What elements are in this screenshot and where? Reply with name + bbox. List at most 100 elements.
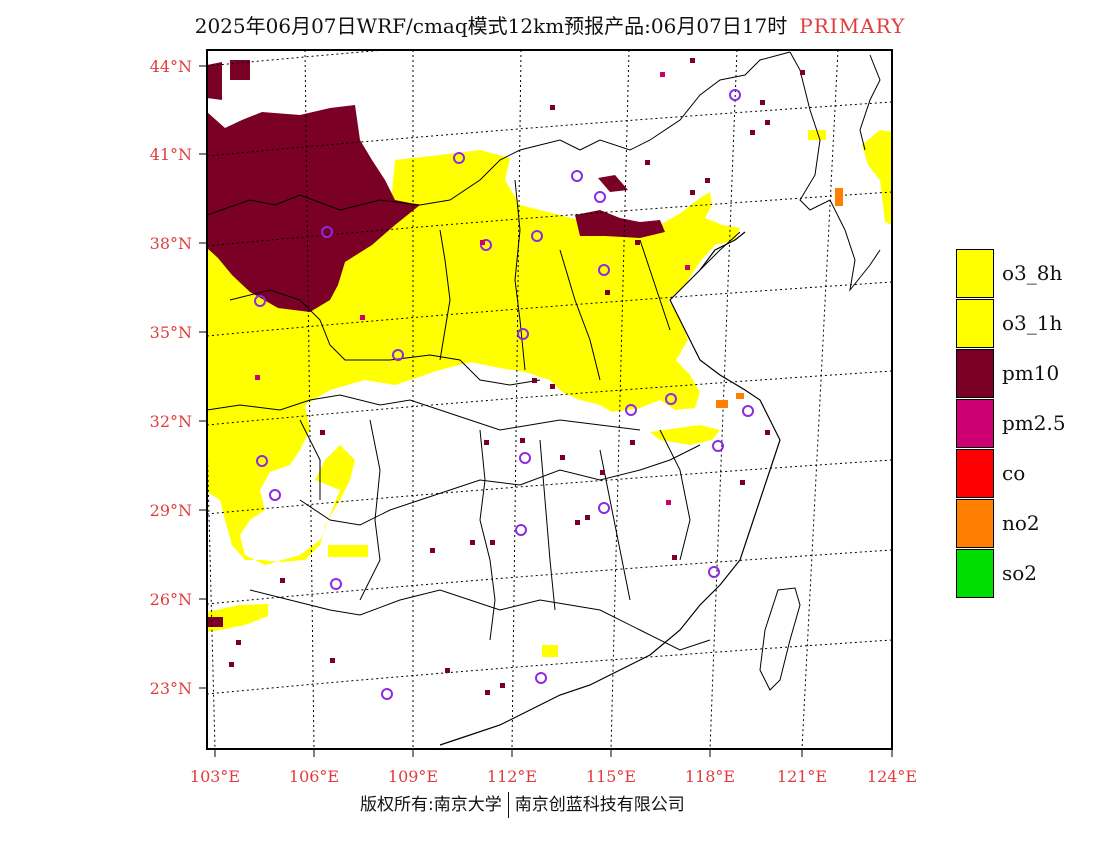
- province-boundary: [207, 139, 581, 216]
- footer-separator: [507, 792, 509, 818]
- pollutant-speck: [330, 658, 335, 663]
- lat-label: 38°N: [150, 234, 192, 253]
- pollutant-speck: [690, 190, 695, 195]
- lon-label: 112°E: [487, 767, 537, 786]
- pollutant-speck: [280, 578, 285, 583]
- lat-label: 41°N: [150, 145, 192, 164]
- legend-item-o3-1h: o3_1h: [956, 299, 1100, 349]
- monitoring-site-marker: [708, 566, 720, 578]
- province-boundary: [559, 249, 601, 381]
- lat-label: 29°N: [150, 501, 192, 520]
- pm10-area-far-northwest: [207, 62, 222, 100]
- monitoring-site-marker: [665, 393, 677, 405]
- pollutant-speck: [765, 430, 770, 435]
- monitoring-site-marker: [535, 672, 547, 684]
- pollutant-speck: [470, 540, 475, 545]
- monitoring-site-marker: [453, 152, 465, 164]
- legend-label-pm2-5: pm2.5: [1002, 411, 1066, 435]
- o3-area-korea: [862, 130, 892, 225]
- latitude-gridline: [207, 191, 892, 247]
- pollutant-speck: [320, 430, 325, 435]
- province-boundary: [639, 239, 671, 331]
- title-tag: PRIMARY: [799, 14, 906, 38]
- monitoring-site-marker: [742, 405, 754, 417]
- map-frame: [206, 49, 893, 750]
- monitoring-site-marker: [330, 578, 342, 590]
- legend-swatch-so2: [956, 549, 994, 598]
- title-text: 2025年06月07日WRF/cmaq模式12km预报产品:06月07日17时: [194, 14, 788, 38]
- lon-label: 121°E: [777, 767, 827, 786]
- longitude-gridline: [891, 741, 892, 749]
- province-boundary: [539, 439, 556, 611]
- legend-item-co: co: [956, 449, 1100, 499]
- lon-label: 106°E: [289, 767, 339, 786]
- pollutant-speck: [360, 315, 365, 320]
- copyright-footer: 版权所有:南京大学 南京创蓝科技有限公司: [360, 790, 685, 818]
- province-boundary: [299, 419, 321, 500]
- province-boundary: [207, 394, 641, 431]
- pollutant-speck: [740, 480, 745, 485]
- pm10-spot-sw: [207, 617, 223, 627]
- pm10-spot-top: [230, 60, 250, 80]
- legend-swatch-pm10: [956, 349, 994, 398]
- legend-item-pm10: pm10: [956, 349, 1100, 399]
- longitude-gridline: [709, 50, 738, 749]
- legend-label-no2: no2: [1002, 511, 1040, 535]
- pm10-area-beijing: [575, 210, 665, 238]
- latitude-gridline: [207, 459, 892, 515]
- map-lines: [207, 50, 892, 749]
- pollutant-speck: [550, 105, 555, 110]
- province-boundary: [229, 289, 541, 386]
- monitoring-site-marker: [712, 440, 724, 452]
- province-boundary: [249, 589, 711, 651]
- pollutant-speck: [685, 265, 690, 270]
- legend-swatch-pm2-5: [956, 399, 994, 448]
- pollutant-speck: [666, 500, 671, 505]
- province-boundary: [659, 429, 691, 561]
- pollutant-speck: [430, 548, 435, 553]
- pollutant-speck: [480, 240, 485, 245]
- province-boundary: [359, 419, 381, 601]
- o3-spot-sw: [328, 545, 368, 557]
- legend-label-pm10: pm10: [1002, 361, 1060, 385]
- monitoring-site-marker: [531, 230, 543, 242]
- o3-spot-ne: [808, 130, 826, 140]
- province-boundary: [299, 444, 701, 526]
- monitoring-site-marker: [598, 502, 610, 514]
- lon-label: 118°E: [685, 767, 735, 786]
- lat-label: 26°N: [150, 590, 192, 609]
- monitoring-site-marker: [269, 489, 281, 501]
- no2-speck: [716, 400, 728, 408]
- pollutant-speck: [660, 72, 665, 77]
- legend-item-pm2-5: pm2.5: [956, 399, 1100, 449]
- pollutant-speck: [690, 58, 695, 63]
- legend-swatch-co: [956, 449, 994, 498]
- pollutant-speck: [585, 515, 590, 520]
- lon-label: 115°E: [586, 767, 636, 786]
- lat-label: 35°N: [150, 323, 192, 342]
- pm10-area-inner-mongolia: [207, 105, 420, 312]
- lat-axis: 44°N 41°N 38°N 35°N 32°N 29°N 26°N 23°N: [150, 57, 207, 698]
- pollutant-speck: [575, 520, 580, 525]
- pollutant-speck: [765, 120, 770, 125]
- map-content: [207, 60, 892, 657]
- latitude-gridline: [207, 50, 391, 67]
- pollutant-speck: [672, 555, 677, 560]
- monitoring-site-marker: [381, 688, 393, 700]
- pollutant-speck: [500, 683, 505, 688]
- latitude-gridline: [207, 101, 892, 157]
- monitoring-site-marker: [256, 455, 268, 467]
- legend-label-o3-8h: o3_8h: [1002, 261, 1063, 285]
- pollutant-speck: [445, 668, 450, 673]
- lon-label: 124°E: [867, 767, 917, 786]
- latitude-gridline: [207, 639, 892, 695]
- province-boundary: [439, 229, 451, 361]
- monitoring-site-marker: [571, 170, 583, 182]
- pollutant-speck: [705, 178, 710, 183]
- monitoring-site-marker: [594, 191, 606, 203]
- pollutant-speck: [229, 662, 234, 667]
- lat-label: 32°N: [150, 412, 192, 431]
- longitude-gridline: [304, 50, 315, 749]
- pollutant-speck: [645, 160, 650, 165]
- northeast-boundary: [789, 51, 881, 292]
